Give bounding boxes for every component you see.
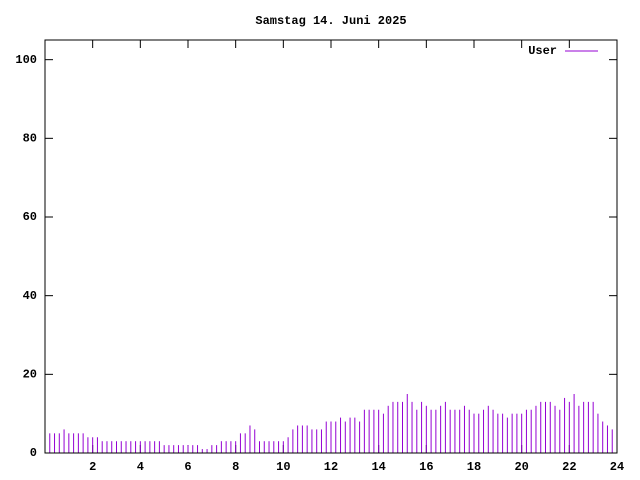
legend-label: User bbox=[528, 44, 557, 58]
plot-frame bbox=[44, 39, 618, 454]
y-tick-label: 40 bbox=[23, 289, 37, 303]
chart-title: Samstag 14. Juni 2025 bbox=[255, 14, 406, 28]
x-tick-label: 12 bbox=[324, 460, 338, 474]
x-tick-label: 8 bbox=[232, 460, 239, 474]
y-tick-label: 80 bbox=[23, 132, 37, 146]
x-tick-label: 18 bbox=[467, 460, 481, 474]
y-tick-label: 20 bbox=[23, 368, 37, 382]
x-tick-label: 14 bbox=[371, 460, 385, 474]
x-tick-label: 2 bbox=[89, 460, 96, 474]
y-tick-label: 100 bbox=[15, 53, 37, 67]
x-tick-label: 4 bbox=[137, 460, 144, 474]
y-tick-label: 0 bbox=[30, 446, 37, 460]
x-tick-label: 10 bbox=[276, 460, 290, 474]
x-tick-label: 22 bbox=[562, 460, 576, 474]
x-tick-label: 24 bbox=[610, 460, 624, 474]
x-tick-label: 16 bbox=[419, 460, 433, 474]
x-tick-label: 6 bbox=[184, 460, 191, 474]
x-tick-label: 20 bbox=[514, 460, 528, 474]
y-tick-label: 60 bbox=[23, 210, 37, 224]
